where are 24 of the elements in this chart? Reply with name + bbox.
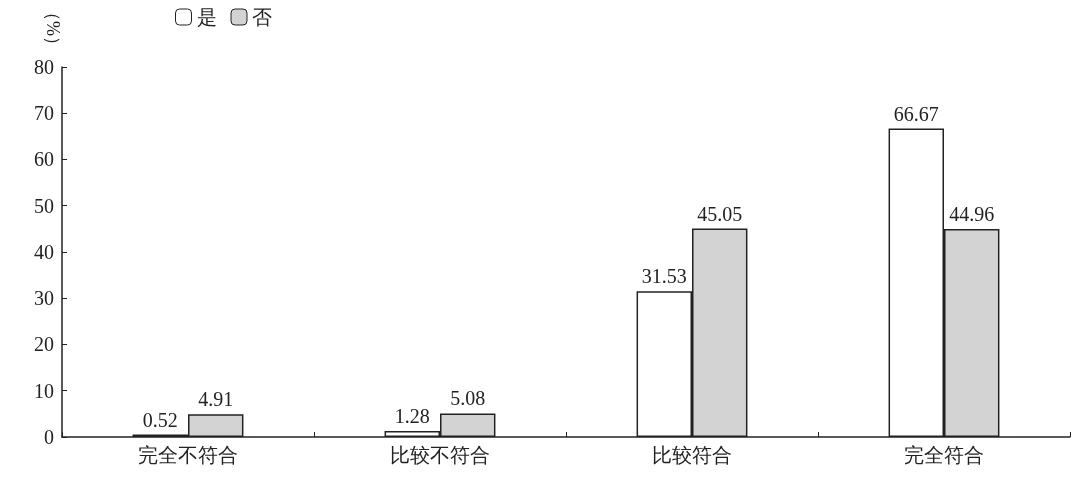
x-tick-label: 完全不符合: [138, 444, 238, 466]
legend-label: 否: [252, 6, 272, 28]
data-label: 1.28: [394, 405, 430, 428]
y-tick-label: 80: [34, 55, 54, 78]
y-tick-label: 60: [34, 148, 54, 171]
y-tick-label: 20: [34, 333, 54, 356]
data-label: 45.05: [697, 202, 743, 225]
y-tick-label: 50: [34, 194, 54, 217]
y-tick-label: 30: [34, 287, 54, 310]
y-tick-label: 70: [34, 102, 54, 125]
legend-label: 是: [196, 6, 217, 28]
y-tick-label: 0: [44, 426, 54, 448]
data-label: 4.91: [198, 388, 234, 411]
data-label: 5.08: [450, 387, 486, 410]
data-label: 66.67: [893, 102, 939, 125]
data-label: 44.96: [949, 203, 995, 225]
y-axis-title: （%）: [43, 3, 63, 54]
x-tick-label: 比较符合: [652, 444, 732, 466]
data-label: 0.52: [142, 408, 178, 431]
x-tick-label: 完全符合: [904, 444, 984, 466]
y-tick-label: 40: [34, 240, 54, 263]
x-tick-label: 比较不符合: [390, 444, 490, 466]
y-tick-label: 10: [34, 379, 54, 402]
data-label: 31.53: [641, 265, 687, 288]
